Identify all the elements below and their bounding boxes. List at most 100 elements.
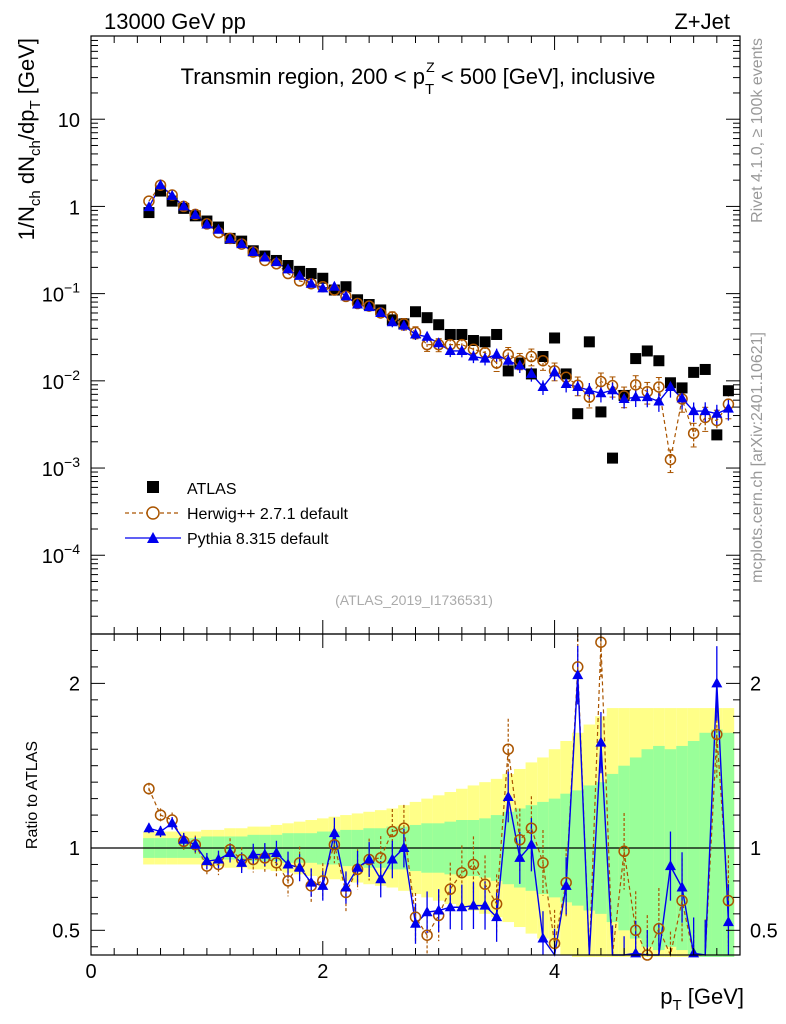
pythia-point xyxy=(479,352,491,363)
pythia-point xyxy=(421,330,433,341)
main-ytick-label: 10 xyxy=(58,110,80,132)
pythia-point xyxy=(572,380,584,391)
pythia-ratio-point xyxy=(328,827,340,838)
atlas-point xyxy=(711,429,723,441)
herwig-ratio-point xyxy=(722,894,735,907)
pythia-ratio-point xyxy=(305,876,317,887)
pythia-point xyxy=(294,269,306,280)
main-data-layer xyxy=(143,179,735,474)
herwig-ratio-point xyxy=(502,743,514,755)
ratio-ticks xyxy=(90,634,741,955)
atlas-point xyxy=(155,185,167,197)
atlas-point xyxy=(676,382,688,394)
herwig-point xyxy=(525,350,538,363)
pythia-point xyxy=(305,277,317,288)
pythia-point xyxy=(560,377,572,388)
pythia-point xyxy=(212,223,224,234)
pythia-point xyxy=(595,387,607,398)
atlas-point xyxy=(467,335,479,347)
ratio-y-axis-label: Ratio to ATLAS xyxy=(24,741,41,849)
atlas-point xyxy=(166,195,178,207)
header-left-label: 13000 GeV pp xyxy=(104,9,246,34)
pythia-ratio-point xyxy=(502,790,514,801)
atlas-point xyxy=(340,281,352,293)
herwig-ratio-point xyxy=(514,834,526,846)
atlas-point xyxy=(421,312,433,324)
pythia-ratio-point xyxy=(444,901,456,912)
atlas-point xyxy=(502,365,514,377)
pythia-point xyxy=(340,290,352,301)
pythia-ratio-point xyxy=(282,858,294,869)
pythia-point xyxy=(386,316,398,327)
pythia-ratio-point xyxy=(143,822,155,833)
herwig-point xyxy=(595,375,607,388)
atlas-point xyxy=(456,328,468,340)
pythia-line xyxy=(148,184,729,415)
pythia-point xyxy=(317,282,329,293)
herwig-ratio-point xyxy=(421,929,433,941)
pythia-point xyxy=(456,344,468,355)
herwig-ratio-point xyxy=(154,809,167,821)
pythia-ratio-point xyxy=(212,853,224,864)
pythia-point xyxy=(363,301,375,312)
pythia-ratio-point xyxy=(525,838,537,849)
pythia-ratio-point xyxy=(189,838,201,849)
pythia-ratio-point xyxy=(270,846,282,857)
herwig-ratio-point xyxy=(490,898,503,910)
legend-label-herwig: Herwig++ 2.7.1 default xyxy=(187,506,349,523)
pythia-point xyxy=(433,337,445,348)
herwig-point xyxy=(687,427,700,440)
herwig-ratio-point xyxy=(676,894,688,907)
main-ticks xyxy=(90,35,741,634)
pythia-point xyxy=(143,201,155,212)
herwig-ratio-point xyxy=(525,822,538,834)
ratio-data-layer xyxy=(91,634,740,961)
pythia-ratio-point xyxy=(572,669,584,680)
pythia-ratio-point xyxy=(479,899,491,910)
pythia-ratio-point xyxy=(352,861,364,872)
pythia-point xyxy=(583,384,595,395)
legend-label-atlas: ATLAS xyxy=(187,481,237,498)
herwig-ratio-point xyxy=(282,875,294,887)
pythia-point xyxy=(352,298,364,309)
pythia-ratio-point xyxy=(664,860,676,871)
main-panel: 10−4 10−3 10−2 10−1 1 10 Transmin region, 200… xyxy=(14,35,741,635)
pythia-ratio-point xyxy=(514,851,526,862)
ratio-xtick-labels: 0 2 4 xyxy=(85,961,560,983)
pythia-point xyxy=(224,233,236,244)
pythia-point xyxy=(166,189,178,200)
pythia-ratio-point xyxy=(224,846,236,857)
ratio-xtick-label: 0 xyxy=(85,961,96,983)
pythia-ratio-point xyxy=(560,879,572,890)
herwig-ratio-point xyxy=(479,878,491,890)
pythia-point xyxy=(514,359,526,370)
herwig-ratio-point xyxy=(398,822,410,834)
atlas-point xyxy=(653,355,665,367)
herwig-ratio-point xyxy=(711,728,723,741)
pythia-point xyxy=(270,256,282,267)
pythia-ratio-point xyxy=(340,881,352,892)
ratio-ytick-labels: 0.5 0.5 1 1 2 2 xyxy=(52,673,778,942)
pythia-ratio-point xyxy=(711,677,723,688)
atlas-point xyxy=(537,351,549,363)
pythia-point xyxy=(676,392,688,403)
pythia-point xyxy=(549,366,561,377)
pythia-point xyxy=(189,208,201,219)
pythia-ratio-point xyxy=(595,736,607,747)
uncertainty-band-inner xyxy=(699,732,712,957)
pythia-point xyxy=(688,405,700,416)
ratio-ytick-label-right: 0.5 xyxy=(750,920,778,942)
pythia-point xyxy=(607,384,619,395)
ratio-panel: 0.5 0.5 1 1 2 2 0 2 4 Ratio to ATLAS pT [GeV] xyxy=(24,633,778,1014)
main-ytick-label: 10−1 xyxy=(42,280,80,307)
pythia-ratio-point xyxy=(201,855,213,866)
pythia-ratio-point xyxy=(375,873,387,884)
herwig-ratio-point xyxy=(537,857,549,869)
pythia-point xyxy=(398,319,410,330)
herwig-ratio-point xyxy=(629,924,642,937)
herwig-ratio-point xyxy=(444,883,457,895)
pythia-ratio-point xyxy=(676,881,688,892)
main-ytick-labels: 10−4 10−3 10−2 10−1 1 10 xyxy=(42,110,80,568)
pythia-point xyxy=(410,328,421,339)
pythia-ratio-point xyxy=(467,899,479,910)
